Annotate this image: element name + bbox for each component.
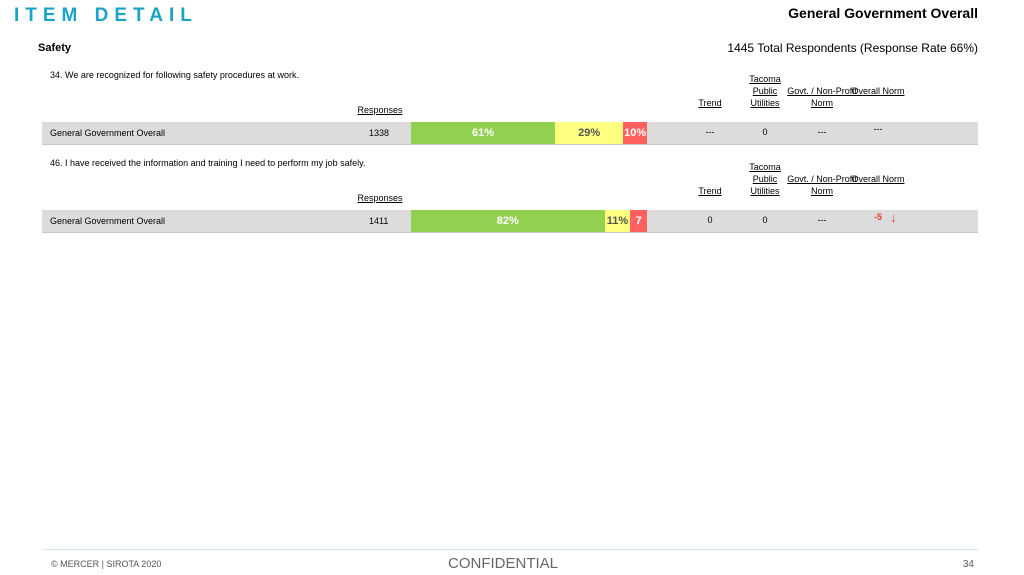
overall: --- (873, 124, 883, 134)
trend: 0 (707, 215, 713, 225)
confidential: CONFIDENTIAL (448, 555, 559, 572)
tacoma-header: Tacoma Public Utilities (749, 74, 781, 108)
bar-segment: 82% (411, 210, 605, 232)
overall: -5 (873, 212, 882, 222)
copyright: © MERCER | SIROTA 2020 (51, 559, 162, 569)
segment-label: 61% (471, 127, 494, 139)
bar-segment: 29% (554, 122, 624, 144)
govt-header: Govt. / Non-Profit Norm (787, 174, 857, 196)
responses: 1411 (369, 216, 389, 226)
question: 34. We are recognized for following safe… (50, 70, 299, 80)
bar-segment: 10% (623, 122, 647, 144)
scope: General Government Overall (788, 5, 978, 21)
responses-header: Responses (357, 193, 403, 203)
overall-header: Overall Norm (851, 174, 905, 184)
responses-header: Responses (357, 105, 403, 115)
segment-label: 10% (624, 127, 647, 139)
segment-label: 29% (578, 127, 601, 139)
bar-segment: 7 (630, 210, 647, 232)
section: Safety (38, 42, 72, 54)
segment-label: 11% (606, 215, 629, 227)
bar-segment: 11% (604, 210, 631, 232)
segment-label: 82% (496, 215, 519, 227)
down-arrow: ↓ (890, 210, 897, 225)
row: General Government Overall 1338 61% 29% 10% -… (42, 122, 978, 145)
govt: --- (817, 127, 827, 137)
tacoma: 0 (762, 127, 768, 137)
respondents: 1445 Total Respondents (Response Rate 66… (727, 41, 978, 55)
page-number: 34 (962, 559, 974, 570)
trend: --- (705, 127, 715, 137)
overall-header: Overall Norm (851, 86, 905, 96)
trend-header: Trend (698, 186, 722, 196)
trend-header: Trend (698, 98, 722, 108)
tacoma: 0 (762, 215, 768, 225)
govt-header: Govt. / Non-Profit Norm (787, 86, 857, 108)
responses: 1338 (369, 128, 390, 138)
row-label: General Government Overall (50, 216, 166, 226)
row: General Government Overall 1411 82% 11% 7 0 0 -… (42, 210, 978, 233)
footer-rule (42, 549, 978, 550)
row-label: General Government Overall (50, 128, 166, 138)
bar-segment: 61% (411, 122, 555, 144)
segment-label: 7 (635, 215, 642, 227)
govt: --- (817, 215, 827, 225)
question: 46. I have received the information and … (50, 158, 366, 168)
tacoma-header: Tacoma Public Utilities (749, 162, 781, 196)
page-title: ITEM DETAIL (14, 5, 198, 26)
